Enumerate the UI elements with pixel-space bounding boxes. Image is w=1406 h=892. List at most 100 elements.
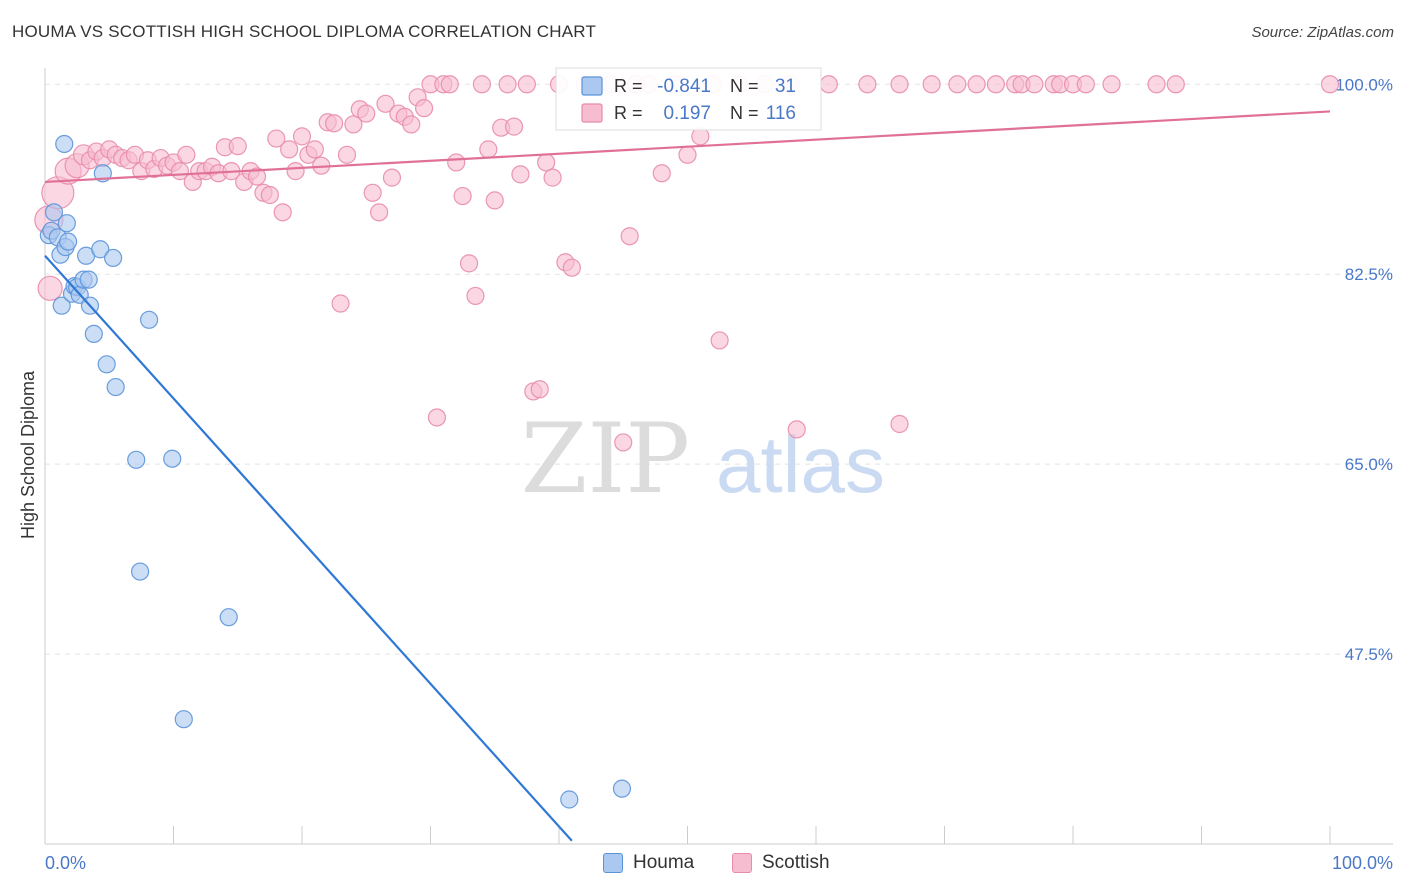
data-point-houma: [560, 790, 579, 809]
data-point-scottish: [858, 75, 877, 94]
data-point-scottish: [517, 75, 536, 94]
legend-item-scottish[interactable]: Scottish: [732, 852, 830, 874]
data-point-houma: [130, 562, 150, 581]
legend-stats-swatch-scottish: [581, 103, 603, 123]
data-point-scottish: [344, 115, 363, 134]
data-point-scottish: [562, 258, 581, 277]
chart-title: HOUMA VS SCOTTISH HIGH SCHOOL DIPLOMA CO…: [12, 22, 597, 41]
data-point-houma: [127, 450, 146, 469]
data-point-scottish: [331, 294, 350, 313]
data-point-scottish: [890, 75, 909, 94]
data-point-scottish: [678, 145, 697, 164]
data-point-scottish: [652, 164, 671, 183]
data-point-scottish: [614, 433, 633, 452]
y-tick-label: 82.5%: [1345, 265, 1393, 284]
y-tick-label: 47.5%: [1345, 645, 1393, 664]
data-point-houma: [44, 203, 64, 222]
data-point-houma: [139, 310, 159, 329]
data-point-scottish: [466, 286, 485, 306]
data-point-scottish: [247, 167, 267, 186]
data-point-scottish: [459, 254, 479, 273]
data-point-scottish: [376, 94, 395, 113]
data-point-houma: [59, 232, 78, 251]
data-point-scottish: [1166, 75, 1185, 94]
data-point-houma: [612, 779, 632, 798]
legend-r-label: R =: [614, 76, 643, 96]
legend-label-houma: Houma: [633, 852, 695, 873]
data-point-scottish: [273, 203, 292, 222]
data-point-scottish: [228, 137, 247, 156]
data-point-scottish: [472, 75, 491, 94]
trendlines: [44, 110, 1331, 842]
data-point-houma: [84, 324, 103, 344]
data-point-scottish: [948, 75, 967, 94]
data-point-scottish: [787, 420, 806, 439]
trendline-scottish: [44, 110, 1331, 184]
data-point-scottish: [357, 104, 376, 123]
legend-r-value: -0.841: [657, 76, 711, 97]
data-point-scottish: [1147, 75, 1166, 94]
watermark: ZIP atlas: [521, 403, 885, 515]
legend-n-value: 31: [775, 76, 796, 97]
data-point-scottish: [402, 115, 421, 134]
data-point-scottish: [447, 153, 466, 172]
data-point-scottish: [479, 140, 498, 159]
data-point-scottish: [382, 168, 402, 187]
data-point-scottish: [292, 127, 312, 146]
data-point-scottish: [710, 331, 729, 350]
data-point-scottish: [427, 408, 447, 427]
legend-stats: R = -0.841 N = 31 R = 0.197 N = 116: [555, 67, 822, 131]
y-tick-label: 100.0%: [1335, 75, 1393, 94]
watermark-zip: ZIP: [521, 403, 690, 515]
data-point-scottish: [1102, 75, 1121, 94]
data-point-scottish: [414, 99, 434, 118]
legend-swatch-scottish: [732, 853, 752, 873]
data-point-scottish: [1320, 75, 1340, 94]
data-point-scottish: [260, 185, 279, 205]
data-point-houma: [55, 134, 74, 154]
data-point-scottish: [967, 75, 986, 94]
legend-n-value: 116: [766, 103, 796, 124]
legend: Houma Scottish: [0, 850, 1406, 880]
trendline-houma: [44, 255, 573, 842]
data-point-houma: [57, 214, 76, 233]
data-point-scottish: [280, 140, 299, 159]
source-label: Source: ZipAtlas.com: [1251, 24, 1394, 41]
data-point-houma: [219, 608, 238, 627]
legend-swatch-houma: [603, 853, 623, 873]
y-axis-label: High School Diploma: [18, 370, 38, 539]
data-point-houma: [79, 270, 98, 289]
data-point-scottish: [511, 165, 530, 184]
data-point-scottish: [1025, 75, 1044, 94]
legend-label-scottish: Scottish: [762, 852, 830, 873]
legend-r-value: 0.197: [663, 103, 711, 124]
data-point-scottish: [325, 114, 344, 133]
data-point-scottish: [485, 191, 504, 210]
data-point-scottish: [440, 75, 459, 94]
data-point-scottish: [537, 153, 556, 172]
data-point-scottish: [177, 145, 196, 164]
data-point-scottish: [363, 183, 382, 202]
data-point-scottish: [370, 203, 389, 222]
data-point-scottish: [286, 162, 305, 181]
data-point-houma: [106, 377, 125, 397]
grid-lines: [45, 83, 1393, 655]
legend-r-label: R =: [614, 103, 643, 123]
x-tick-label: 0.0%: [45, 853, 86, 873]
data-point-scottish: [498, 75, 517, 94]
data-point-scottish: [1076, 75, 1095, 94]
x-tick-label: 100.0%: [1332, 853, 1393, 873]
data-point-houma: [104, 248, 123, 268]
data-point-houma: [97, 355, 116, 374]
data-point-scottish: [620, 227, 639, 246]
legend-item-houma[interactable]: Houma: [603, 852, 694, 874]
data-point-scottish: [504, 117, 524, 136]
data-point-scottish: [305, 140, 324, 159]
axes: 47.5% 65.0% 82.5% 100.0% 0.0% 100.0%: [44, 68, 1393, 873]
legend-stats-swatch-houma: [581, 76, 603, 96]
data-point-houma: [52, 296, 71, 315]
data-point-scottish: [337, 145, 357, 164]
data-point-scottish: [37, 275, 63, 301]
data-point-scottish: [922, 75, 941, 94]
